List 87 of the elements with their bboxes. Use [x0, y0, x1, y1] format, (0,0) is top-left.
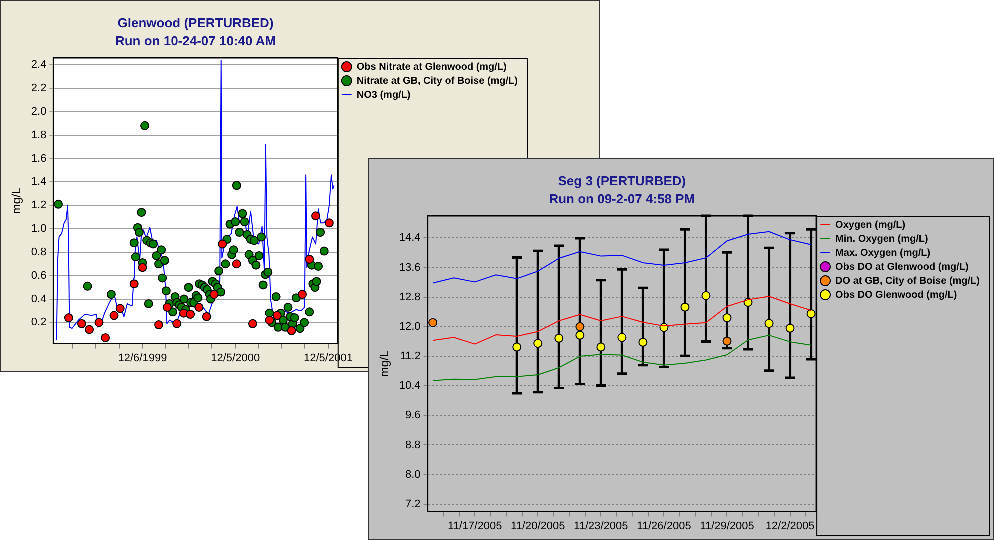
point [218, 240, 228, 249]
y-tick-label: 1.4 [31, 176, 47, 188]
point [64, 314, 74, 323]
point [722, 314, 732, 323]
point [554, 334, 564, 343]
point [764, 319, 774, 328]
legend-label: Obs Nitrate at Glenwood (mg/L) [356, 62, 507, 73]
point [576, 330, 585, 340]
chart-title: Glenwood (PERTURBED) [118, 16, 274, 31]
point [702, 291, 711, 300]
y-tick-label: 2.0 [31, 106, 47, 118]
legend-label: Obs DO Glenwood (mg/L) [836, 290, 958, 301]
point [311, 212, 320, 221]
x-tick-label: 11/17/2005 [448, 520, 502, 532]
point [287, 326, 296, 336]
y-tick-label: 7.2 [406, 498, 421, 510]
point [596, 342, 606, 352]
legend-label: Max. Oxygen (mg/L) [836, 248, 931, 259]
y-tick-label: 9.6 [406, 410, 421, 422]
x-tick-label: 12/2/2005 [766, 520, 815, 532]
legend-label: Nitrate at GB, City of Boise (mg/L) [356, 76, 518, 87]
y-tick-label: 10.4 [399, 380, 421, 392]
point [534, 339, 543, 348]
point [154, 320, 164, 330]
point [265, 316, 274, 325]
chart-subtitle: Run on 10-24-07 10:40 AM [115, 34, 276, 49]
legend-label: Min. Oxygen (mg/L) [836, 234, 928, 245]
chart-subtitle: Run on 09-2-07 4:58 PM [549, 192, 696, 207]
point [638, 338, 648, 347]
point [232, 260, 242, 269]
y-tick-label: 13.6 [399, 262, 421, 274]
y-axis-title: mg/L [10, 187, 24, 214]
y-axis-title: mg/L [378, 350, 392, 378]
point [101, 333, 110, 342]
chart-title: Seg 3 (PERTURBED) [558, 174, 686, 189]
x-tick-label: 11/20/2005 [511, 520, 566, 532]
x-tick-label: 11/23/2005 [574, 520, 628, 532]
y-tick-label: 0.4 [31, 293, 47, 306]
point [512, 342, 522, 352]
point [576, 322, 585, 332]
y-tick-label: 14.4 [399, 232, 421, 244]
point [94, 318, 104, 328]
point [110, 311, 119, 320]
legend-label: DO at GB, City of Boise (mg/L) [836, 276, 980, 287]
y-tick-label: 8.0 [406, 468, 421, 481]
point [722, 336, 732, 346]
x-tick-label: 12/5/2000 [211, 352, 260, 364]
legend-label: Obs DO at Glenwood (mg/L) [836, 262, 969, 273]
point [77, 319, 86, 328]
point [210, 290, 219, 300]
y-tick-label: 11.2 [400, 350, 421, 363]
x-tick-label: 11/29/2005 [700, 520, 754, 532]
y-tick-label: 0.8 [31, 246, 47, 258]
point [85, 325, 94, 334]
point [130, 280, 139, 289]
legend-label: Oxygen (mg/L) [836, 220, 906, 231]
point [172, 319, 182, 328]
y-tick-label: 2.2 [31, 82, 47, 94]
point [186, 310, 196, 320]
y-tick-label: 1.6 [31, 152, 47, 165]
point [305, 254, 314, 264]
y-tick-label: 0.2 [31, 316, 47, 329]
x-tick-label: 11/26/2005 [637, 520, 692, 532]
point [248, 319, 258, 328]
point [806, 309, 816, 318]
y-tick-label: 8.8 [406, 439, 421, 452]
point [786, 324, 795, 333]
y-tick-label: 1.8 [31, 129, 47, 142]
point [428, 318, 438, 328]
point [324, 218, 334, 228]
point [194, 302, 204, 312]
point [138, 263, 148, 272]
y-tick-label: 2.4 [31, 59, 47, 72]
point [116, 304, 125, 314]
point [680, 302, 690, 312]
point [298, 290, 308, 300]
point [272, 311, 282, 320]
y-tick-label: 1.0 [31, 223, 47, 236]
y-tick-label: 0.6 [31, 270, 47, 282]
point [202, 312, 212, 322]
y-tick-label: 12.0 [399, 320, 421, 333]
point [162, 302, 172, 312]
x-tick-label: 12/6/1999 [118, 352, 168, 364]
y-tick-label: 1.2 [31, 200, 47, 212]
y-tick-label: 12.8 [399, 291, 421, 304]
legend-label: NO3 (mg/L) [356, 90, 411, 101]
point [618, 333, 627, 342]
